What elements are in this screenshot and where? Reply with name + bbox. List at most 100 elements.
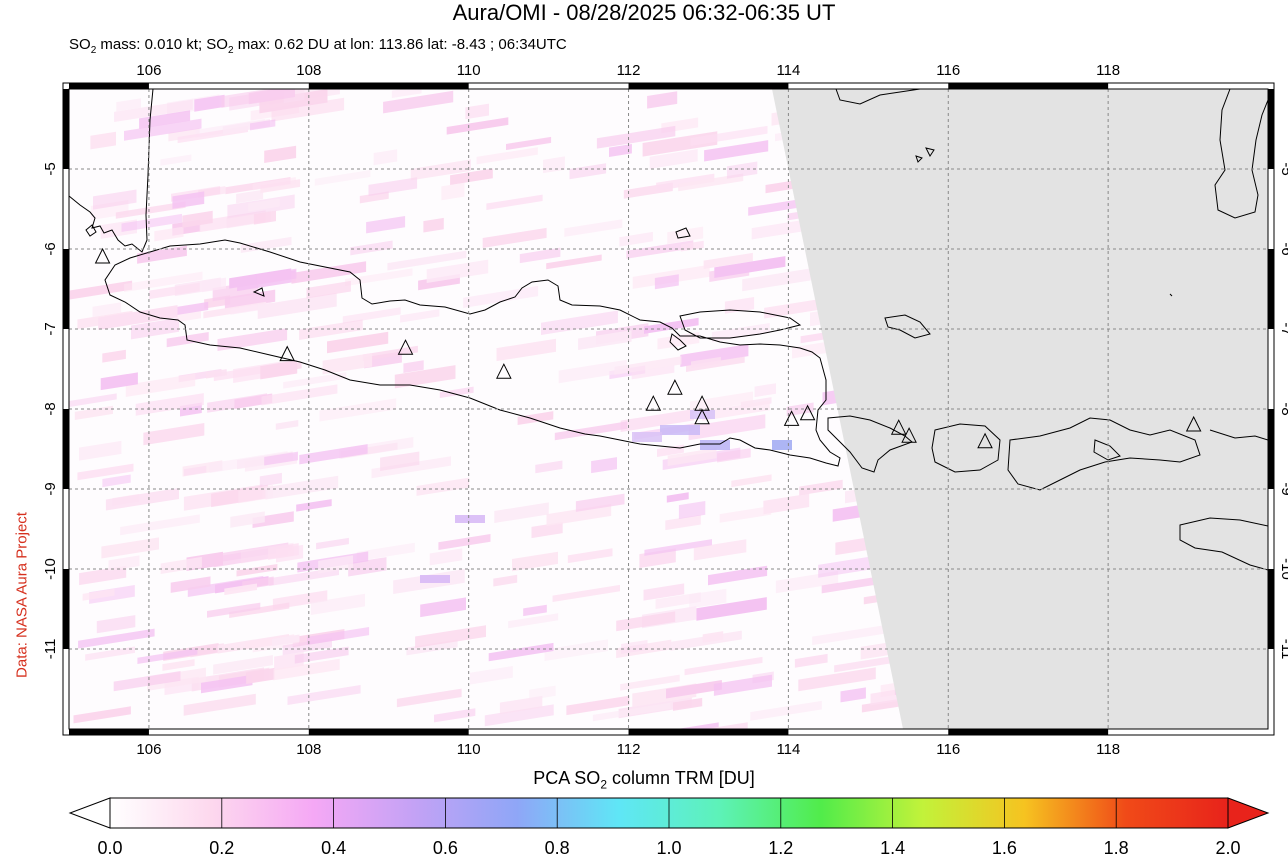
so2-pixel (294, 646, 349, 664)
so2-pixel (396, 688, 462, 708)
so2-pixel (704, 140, 769, 162)
so2-pixel (711, 322, 770, 343)
so2-pixel (564, 219, 623, 237)
so2-pixel (368, 177, 418, 197)
so2-pixel (713, 674, 773, 696)
so2-pixel (283, 372, 347, 389)
so2-pixel (102, 349, 126, 363)
so2-pixel (124, 271, 203, 293)
lon-tick-label: 118 (1096, 62, 1120, 79)
frame-bar (948, 83, 1109, 89)
so2-pixel (689, 588, 727, 609)
lat-tick-label: -9 (1278, 482, 1288, 495)
lat-tick-label: -9 (42, 482, 59, 495)
so2-pixel (470, 665, 513, 685)
so2-pixel (259, 472, 282, 487)
so2-pixel (726, 161, 758, 179)
so2-pixel (508, 613, 559, 629)
so2-pixel (253, 210, 276, 225)
so2-pixel (362, 345, 418, 362)
lat-tick-label: -11 (42, 639, 59, 660)
so2-pixel (342, 307, 401, 324)
frame-bar (1268, 89, 1274, 169)
so2-pixel (182, 210, 213, 228)
volcano-icon (694, 408, 710, 425)
so2-pixel (465, 103, 489, 120)
lat-tick-label: -8 (1278, 402, 1288, 415)
so2-pixel (139, 110, 191, 129)
lat-tick-label: -7 (1278, 322, 1288, 335)
so2-pixel (666, 679, 722, 699)
so2-pixel (703, 252, 753, 269)
so2-pixel (224, 583, 258, 596)
so2-pixel (799, 479, 843, 496)
volcano-icon (1185, 415, 1202, 432)
lon-tick-label: 112 (617, 62, 641, 79)
so2-pixel (812, 625, 885, 646)
so2-pixel (786, 402, 814, 417)
so2-pixel (356, 542, 415, 562)
colorbar-tick-label: 1.8 (1104, 838, 1129, 855)
so2-pixel (488, 642, 554, 662)
so2-pixel (798, 667, 876, 692)
so2-pixel (194, 94, 225, 112)
so2-pixel (482, 227, 547, 248)
colorbar-tick-label: 1.6 (992, 838, 1017, 855)
colorbar-tick-label: 1.4 (880, 838, 905, 855)
lon-tick-label: 106 (136, 62, 161, 79)
so2-pixel (654, 274, 679, 290)
so2-pixel (543, 156, 565, 174)
so2-pixel (434, 708, 476, 723)
map-title: Aura/OMI - 08/28/2025 06:32-06:35 UT (452, 0, 836, 25)
so2-pixel (541, 310, 618, 336)
so2-pixel (240, 236, 292, 253)
so2-pixel (484, 704, 554, 727)
so2-pixel (69, 280, 133, 300)
lat-tick-label: -6 (42, 242, 59, 255)
so2-pixel (690, 391, 754, 413)
so2-pixel (679, 722, 719, 729)
so2-pixel-high (690, 410, 715, 419)
so2-pixel (380, 451, 420, 471)
so2-pixel (410, 159, 471, 181)
so2-pixel (702, 400, 770, 421)
so2-pixel (592, 702, 671, 722)
so2-pixel (673, 697, 703, 711)
so2-pixel (614, 356, 682, 375)
lon-tick-label: 116 (936, 741, 960, 758)
lon-tick-label: 108 (296, 741, 321, 758)
volcano-icon (901, 427, 917, 443)
so2-pixel (275, 420, 299, 430)
so2-pixel (79, 440, 122, 461)
so2-pixel (800, 332, 826, 344)
so2-pixel (649, 149, 698, 169)
so2-pixel (665, 514, 701, 531)
so2-pixel (596, 125, 676, 149)
volcano-icon (645, 395, 662, 411)
lon-tick-label: 114 (776, 62, 800, 79)
axis-tick-labels: 106 106 108 108 110 110 112 112 114 114 116 116 118 1… (42, 62, 1288, 758)
so2-pixel (763, 493, 810, 515)
so2-pixel (691, 356, 721, 368)
so2-pixel (724, 296, 755, 314)
frame-bar (308, 83, 469, 89)
so2-pixel (371, 456, 451, 479)
so2-pixel (306, 280, 351, 299)
so2-pixel (316, 537, 349, 550)
so2-pixel (202, 277, 226, 293)
so2-pixel (667, 447, 717, 466)
so2-pixel (821, 576, 881, 594)
so2-pixel (406, 639, 458, 656)
so2-pixel (252, 511, 294, 529)
so2-pixel (207, 602, 261, 618)
so2-pixel (268, 543, 299, 560)
so2-pixel (236, 189, 264, 204)
so2-pixel (319, 398, 397, 422)
so2-pixel (558, 359, 627, 384)
so2-pixel (476, 147, 538, 165)
so2-pixel (620, 408, 694, 433)
volcano-icon (799, 404, 816, 421)
so2-pixel (166, 331, 209, 348)
so2-pixel (517, 411, 554, 426)
so2-pixel (90, 131, 117, 150)
